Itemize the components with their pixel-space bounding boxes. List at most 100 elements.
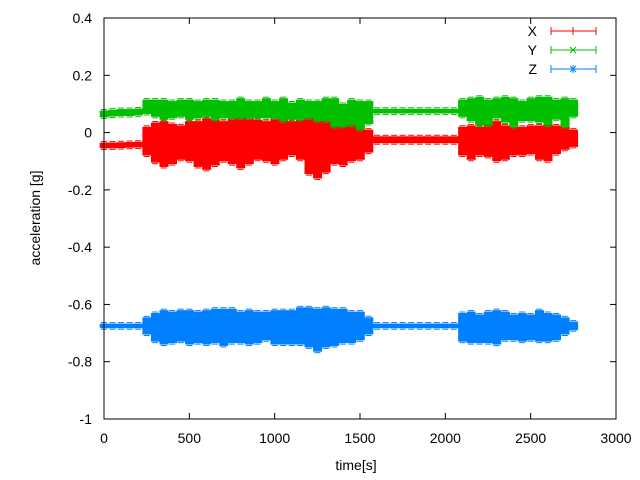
- error-bar-body: [432, 136, 442, 144]
- error-bar-body: [253, 101, 263, 119]
- error-bar-point: [569, 98, 579, 119]
- error-bar-point: [270, 99, 280, 120]
- error-bar-point: [261, 119, 271, 163]
- error-bar-point: [432, 134, 442, 145]
- error-bar-point: [534, 95, 544, 125]
- error-bar-body: [492, 310, 502, 345]
- error-bar-body: [517, 313, 527, 342]
- error-bar-body: [364, 317, 374, 335]
- error-bar-body: [261, 98, 271, 119]
- error-bar-point: [517, 311, 527, 344]
- error-bar-body: [142, 99, 152, 114]
- error-bar-body: [560, 98, 570, 127]
- error-bar-point: [389, 107, 399, 115]
- error-bar-body: [244, 101, 254, 119]
- y-tick-label: 0: [84, 125, 92, 141]
- error-bar-point: [210, 307, 220, 345]
- error-bar-body: [552, 125, 562, 155]
- error-bar-body: [381, 136, 391, 144]
- error-bar-body: [509, 314, 519, 341]
- plot-border: [103, 17, 617, 420]
- error-bar-point: [330, 307, 340, 348]
- error-bar-body: [185, 121, 195, 162]
- x-axis-label: time[s]: [335, 457, 376, 473]
- error-bar-body: [415, 136, 425, 144]
- error-bar-point: [466, 310, 476, 345]
- error-bar-point: [458, 98, 468, 119]
- error-bar-point: [381, 322, 391, 330]
- error-bar-point: [509, 125, 519, 157]
- error-bar-point: [244, 99, 254, 120]
- error-bar-body: [389, 108, 399, 114]
- error-bar-point: [321, 305, 331, 349]
- error-bar-body: [406, 108, 416, 114]
- error-bar-body: [313, 101, 323, 122]
- error-bar-point: [193, 99, 203, 120]
- error-bar-body: [458, 313, 468, 342]
- error-bar-point: [313, 113, 323, 180]
- error-bar-point: [517, 125, 527, 157]
- error-bar-body: [560, 317, 570, 335]
- error-bar-point: [108, 141, 118, 150]
- y-tick-label: 0.4: [73, 10, 93, 26]
- error-bar-point: [236, 96, 246, 120]
- error-bar-body: [261, 311, 271, 341]
- error-bar-body: [517, 126, 527, 156]
- error-bar-body: [552, 99, 562, 120]
- error-bar-body: [304, 116, 314, 175]
- error-bar-body: [185, 310, 195, 345]
- error-bar-point: [270, 116, 280, 166]
- error-bar-point: [261, 310, 271, 342]
- error-bar-point: [569, 128, 579, 149]
- error-bar-body: [142, 317, 152, 335]
- error-bar-point: [389, 322, 399, 330]
- error-bar-point: [296, 305, 306, 347]
- error-bar-point: [517, 99, 527, 123]
- x-tick-label: 1500: [344, 430, 375, 446]
- error-bar-point: [475, 312, 485, 345]
- error-bar-body: [526, 98, 536, 122]
- error-bar-point: [492, 119, 502, 163]
- error-bar-body: [475, 314, 485, 344]
- error-bar-point: [287, 308, 297, 347]
- error-bar-body: [398, 108, 408, 114]
- error-bar-body: [381, 323, 391, 329]
- error-bar-point: [321, 113, 331, 175]
- error-bar-body: [227, 308, 237, 344]
- error-bar-body: [202, 310, 212, 345]
- error-bar-point: [125, 140, 135, 150]
- error-bar-body: [534, 310, 544, 342]
- error-bar-body: [150, 122, 160, 163]
- error-bar-point: [415, 107, 425, 115]
- error-bar-point: [133, 322, 143, 330]
- error-bar-body: [116, 109, 126, 116]
- error-bar-point: [278, 118, 288, 162]
- error-bar-body: [125, 323, 135, 329]
- error-bar-point: [449, 322, 459, 330]
- error-bar-body: [278, 98, 288, 122]
- error-bar-point: [552, 123, 562, 156]
- error-bar-point: [219, 99, 229, 120]
- error-bar-point: [406, 322, 416, 330]
- error-bar-point: [509, 96, 519, 129]
- error-bar-body: [355, 125, 365, 160]
- error-bar-body: [458, 126, 468, 156]
- error-bar-body: [534, 96, 544, 123]
- error-bar-point: [227, 116, 237, 166]
- error-bar-point: [424, 322, 434, 330]
- error-bar-body: [133, 108, 143, 116]
- error-bar-body: [569, 129, 579, 147]
- error-bar-body: [159, 99, 169, 120]
- error-bar-point: [406, 134, 416, 145]
- error-bar-point: [466, 123, 476, 162]
- error-bar-body: [355, 101, 365, 130]
- error-bar-point: [415, 322, 425, 330]
- axes: 0 500 1000 1500 2000 2500 3000 0.4 0.2 0 -0.2 -0.4 -…: [68, 10, 632, 446]
- error-bar-point: [270, 308, 280, 347]
- error-bar-point: [398, 134, 408, 145]
- legend-marker: [569, 65, 577, 73]
- error-bar-body: [244, 310, 254, 345]
- error-bar-body: [449, 108, 459, 114]
- error-bar-point: [287, 100, 297, 122]
- error-bar-point: [398, 322, 408, 330]
